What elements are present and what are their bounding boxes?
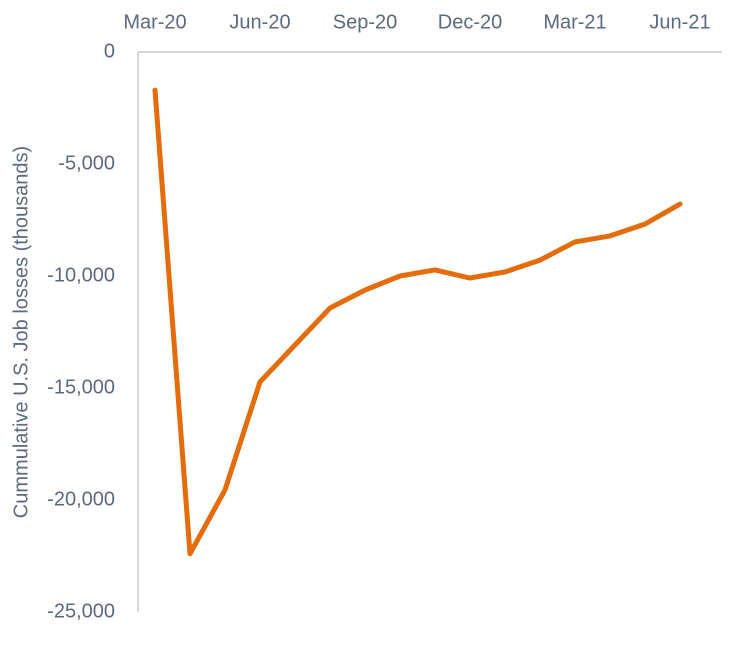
- line: [152, 87, 683, 557]
- y-tick-label: -15,000: [47, 376, 115, 398]
- x-tick-label: Sep-20: [333, 11, 398, 33]
- y-axis-title: Cummulative U.S. Job losses (thousands): [10, 146, 32, 518]
- x-tick-label: Mar-20: [123, 11, 186, 33]
- x-tick-label: Mar-21: [543, 11, 606, 33]
- y-tick-label: 0: [104, 40, 115, 62]
- x-tick-label: Jun-21: [649, 11, 710, 33]
- y-tick-label: -25,000: [47, 600, 115, 622]
- y-tick-label: -20,000: [47, 488, 115, 510]
- x-tick-label: Jun-20: [229, 11, 290, 33]
- y-tick-label: -5,000: [58, 152, 115, 174]
- y-tick-label: -10,000: [47, 264, 115, 286]
- x-tick-label: Dec-20: [438, 11, 502, 33]
